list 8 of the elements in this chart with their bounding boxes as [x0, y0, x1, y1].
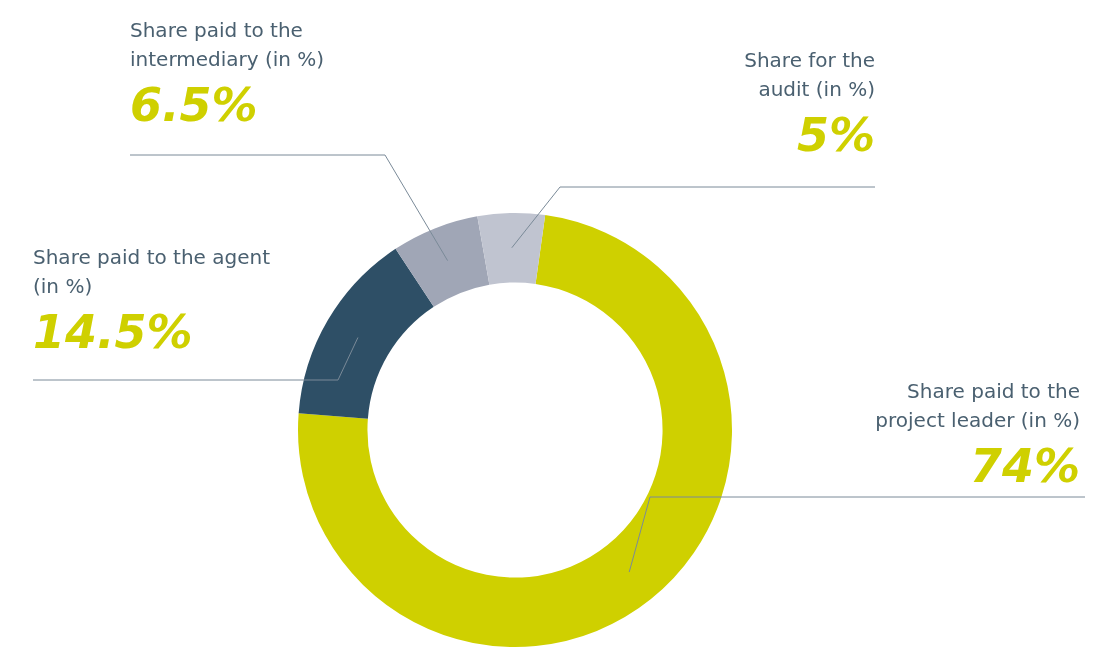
slice-label: Share paid to the agent (in %)	[33, 245, 271, 299]
slice-label: Share paid to the intermediary (in %)	[130, 18, 325, 72]
slice-label: Share paid to the project leader (in %)	[875, 379, 1080, 433]
data-label: 74%	[969, 438, 1080, 493]
data-label: 5%	[796, 107, 875, 162]
data-label: 6.5%	[130, 77, 258, 132]
data-label: 14.5%	[33, 304, 193, 359]
slice-label: Share for the audit (in %)	[744, 48, 875, 102]
